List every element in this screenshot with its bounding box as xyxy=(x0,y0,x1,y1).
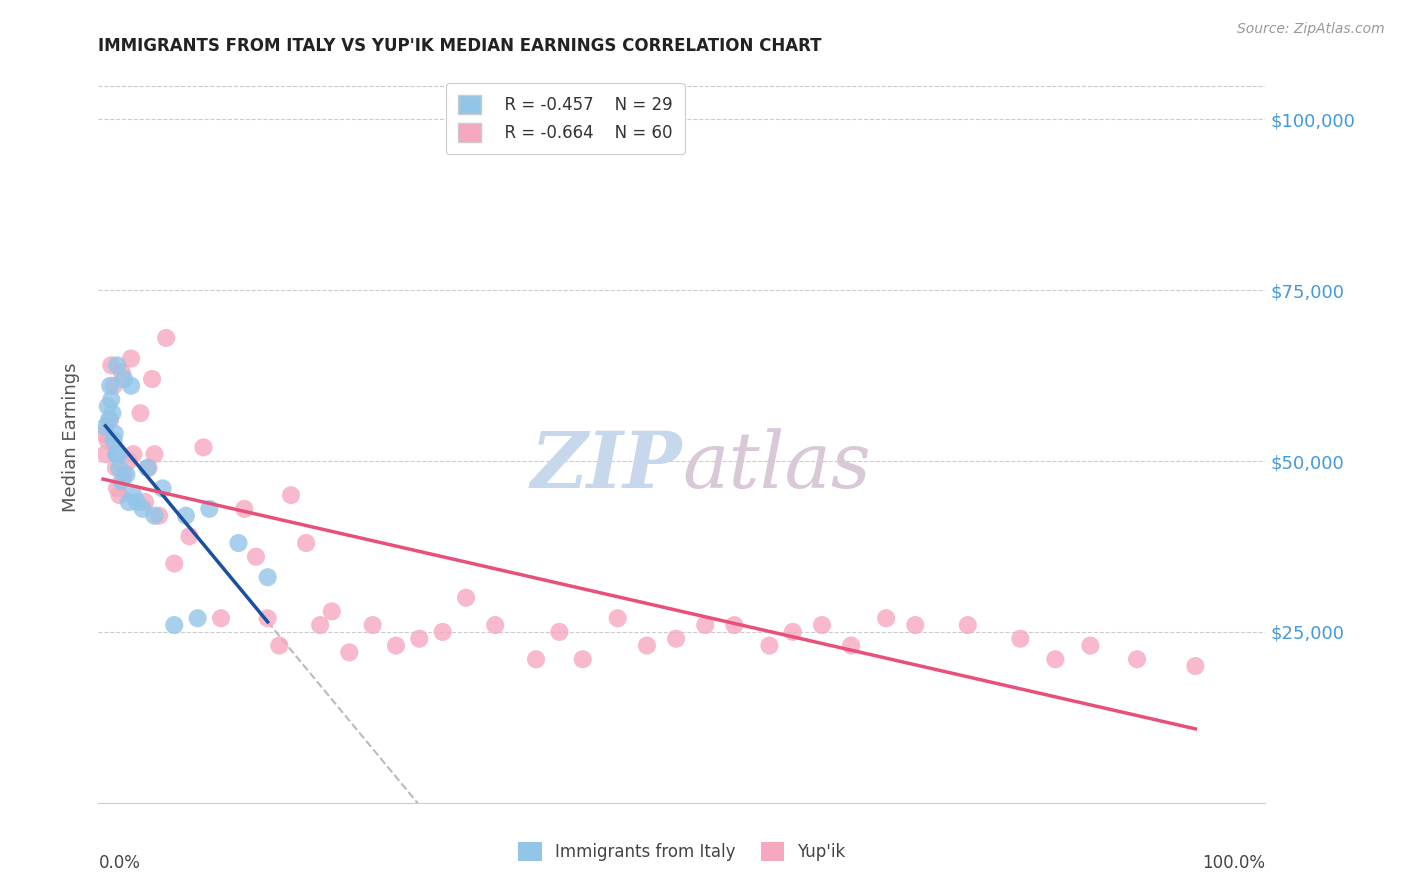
Point xyxy=(1184,659,1206,673)
Point xyxy=(122,447,145,461)
Point xyxy=(321,604,343,618)
Point xyxy=(233,501,256,516)
Point xyxy=(108,460,131,475)
Point xyxy=(1010,632,1032,646)
Point xyxy=(148,508,170,523)
Point xyxy=(125,495,148,509)
Point xyxy=(904,618,927,632)
Point xyxy=(1080,639,1102,653)
Legend: Immigrants from Italy, Yup'ik: Immigrants from Italy, Yup'ik xyxy=(512,835,852,868)
Point xyxy=(163,557,186,571)
Point xyxy=(100,392,122,407)
Point xyxy=(120,351,142,366)
Point xyxy=(129,406,152,420)
Point xyxy=(839,639,862,653)
Text: ZIP: ZIP xyxy=(530,428,682,505)
Point xyxy=(174,508,197,523)
Point xyxy=(548,624,571,639)
Point xyxy=(408,632,430,646)
Point xyxy=(97,434,120,448)
Point xyxy=(606,611,628,625)
Point xyxy=(98,413,121,427)
Point xyxy=(107,447,129,461)
Point xyxy=(132,501,155,516)
Point xyxy=(97,400,120,414)
Point xyxy=(94,447,117,461)
Point xyxy=(118,495,141,509)
Text: IMMIGRANTS FROM ITALY VS YUP'IK MEDIAN EARNINGS CORRELATION CHART: IMMIGRANTS FROM ITALY VS YUP'IK MEDIAN E… xyxy=(98,37,823,54)
Point xyxy=(1126,652,1149,666)
Point xyxy=(269,639,291,653)
Point xyxy=(134,495,156,509)
Point xyxy=(758,639,780,653)
Point xyxy=(256,611,278,625)
Point xyxy=(101,406,124,420)
Point xyxy=(118,454,141,468)
Point xyxy=(155,331,177,345)
Point xyxy=(187,611,209,625)
Point xyxy=(209,611,232,625)
Point xyxy=(143,447,166,461)
Point xyxy=(337,645,360,659)
Point xyxy=(103,379,125,393)
Point xyxy=(122,488,145,502)
Point xyxy=(104,447,127,461)
Point xyxy=(179,529,201,543)
Point xyxy=(115,467,138,482)
Point xyxy=(309,618,332,632)
Point xyxy=(163,618,186,632)
Point xyxy=(120,379,142,393)
Point xyxy=(280,488,302,502)
Text: 0.0%: 0.0% xyxy=(98,854,141,872)
Point xyxy=(108,488,131,502)
Text: 100.0%: 100.0% xyxy=(1202,854,1265,872)
Point xyxy=(103,434,125,448)
Point xyxy=(361,618,384,632)
Point xyxy=(256,570,278,584)
Point xyxy=(136,460,159,475)
Point xyxy=(875,611,897,625)
Point xyxy=(98,379,121,393)
Y-axis label: Median Earnings: Median Earnings xyxy=(62,362,80,512)
Point xyxy=(484,618,506,632)
Point xyxy=(91,426,114,441)
Point xyxy=(105,359,128,373)
Point xyxy=(524,652,547,666)
Point xyxy=(143,508,166,523)
Point xyxy=(94,420,117,434)
Text: atlas: atlas xyxy=(682,428,870,505)
Point xyxy=(432,624,454,639)
Point xyxy=(665,632,688,646)
Point xyxy=(782,624,804,639)
Point xyxy=(723,618,745,632)
Point xyxy=(571,652,593,666)
Point xyxy=(152,481,174,495)
Point xyxy=(111,365,134,379)
Point xyxy=(245,549,267,564)
Point xyxy=(385,639,408,653)
Point xyxy=(112,372,135,386)
Point xyxy=(100,359,122,373)
Point xyxy=(956,618,979,632)
Point xyxy=(104,426,127,441)
Point xyxy=(1045,652,1067,666)
Point xyxy=(97,413,120,427)
Point xyxy=(695,618,717,632)
Point xyxy=(454,591,477,605)
Point xyxy=(228,536,250,550)
Point xyxy=(112,467,135,482)
Point xyxy=(138,460,160,475)
Point xyxy=(111,475,134,489)
Point xyxy=(198,501,221,516)
Point xyxy=(811,618,834,632)
Point xyxy=(104,460,127,475)
Point xyxy=(193,440,215,454)
Point xyxy=(105,481,128,495)
Point xyxy=(295,536,318,550)
Point xyxy=(636,639,658,653)
Point xyxy=(141,372,163,386)
Text: Source: ZipAtlas.com: Source: ZipAtlas.com xyxy=(1237,22,1385,37)
